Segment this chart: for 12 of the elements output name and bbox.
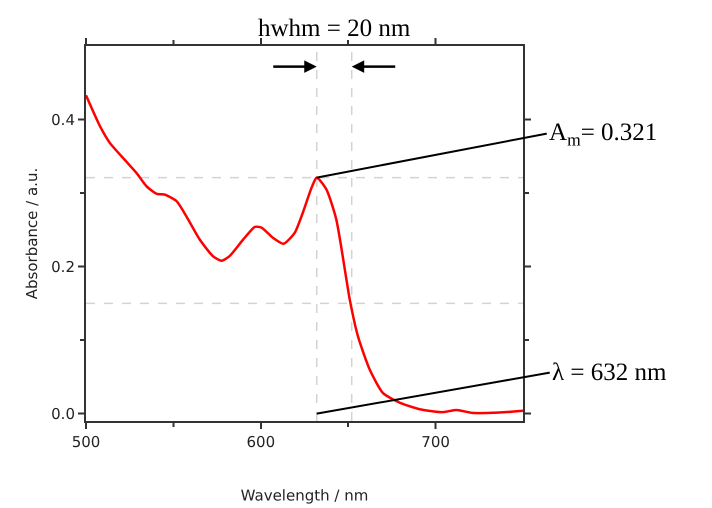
x-tick-label: 700: [421, 433, 450, 451]
x-tick-label: 600: [246, 433, 276, 451]
annotation: A$_{m}$= 0.321: [549, 119, 658, 150]
y-tick-label: 0.2: [51, 258, 75, 276]
x-axis-title: Wavelength / nm: [240, 486, 368, 504]
text: hwhm = 20 nm: [258, 15, 411, 42]
y-tick-label: 0.0: [51, 404, 75, 423]
line-series: [86, 94, 523, 414]
y-tick-label: 0.4: [51, 110, 75, 129]
y-axis-title: Absorbance / a.u.: [22, 168, 41, 300]
x-tick-label: 500: [72, 433, 100, 451]
annotation: λ = 632 nm: [552, 359, 667, 386]
